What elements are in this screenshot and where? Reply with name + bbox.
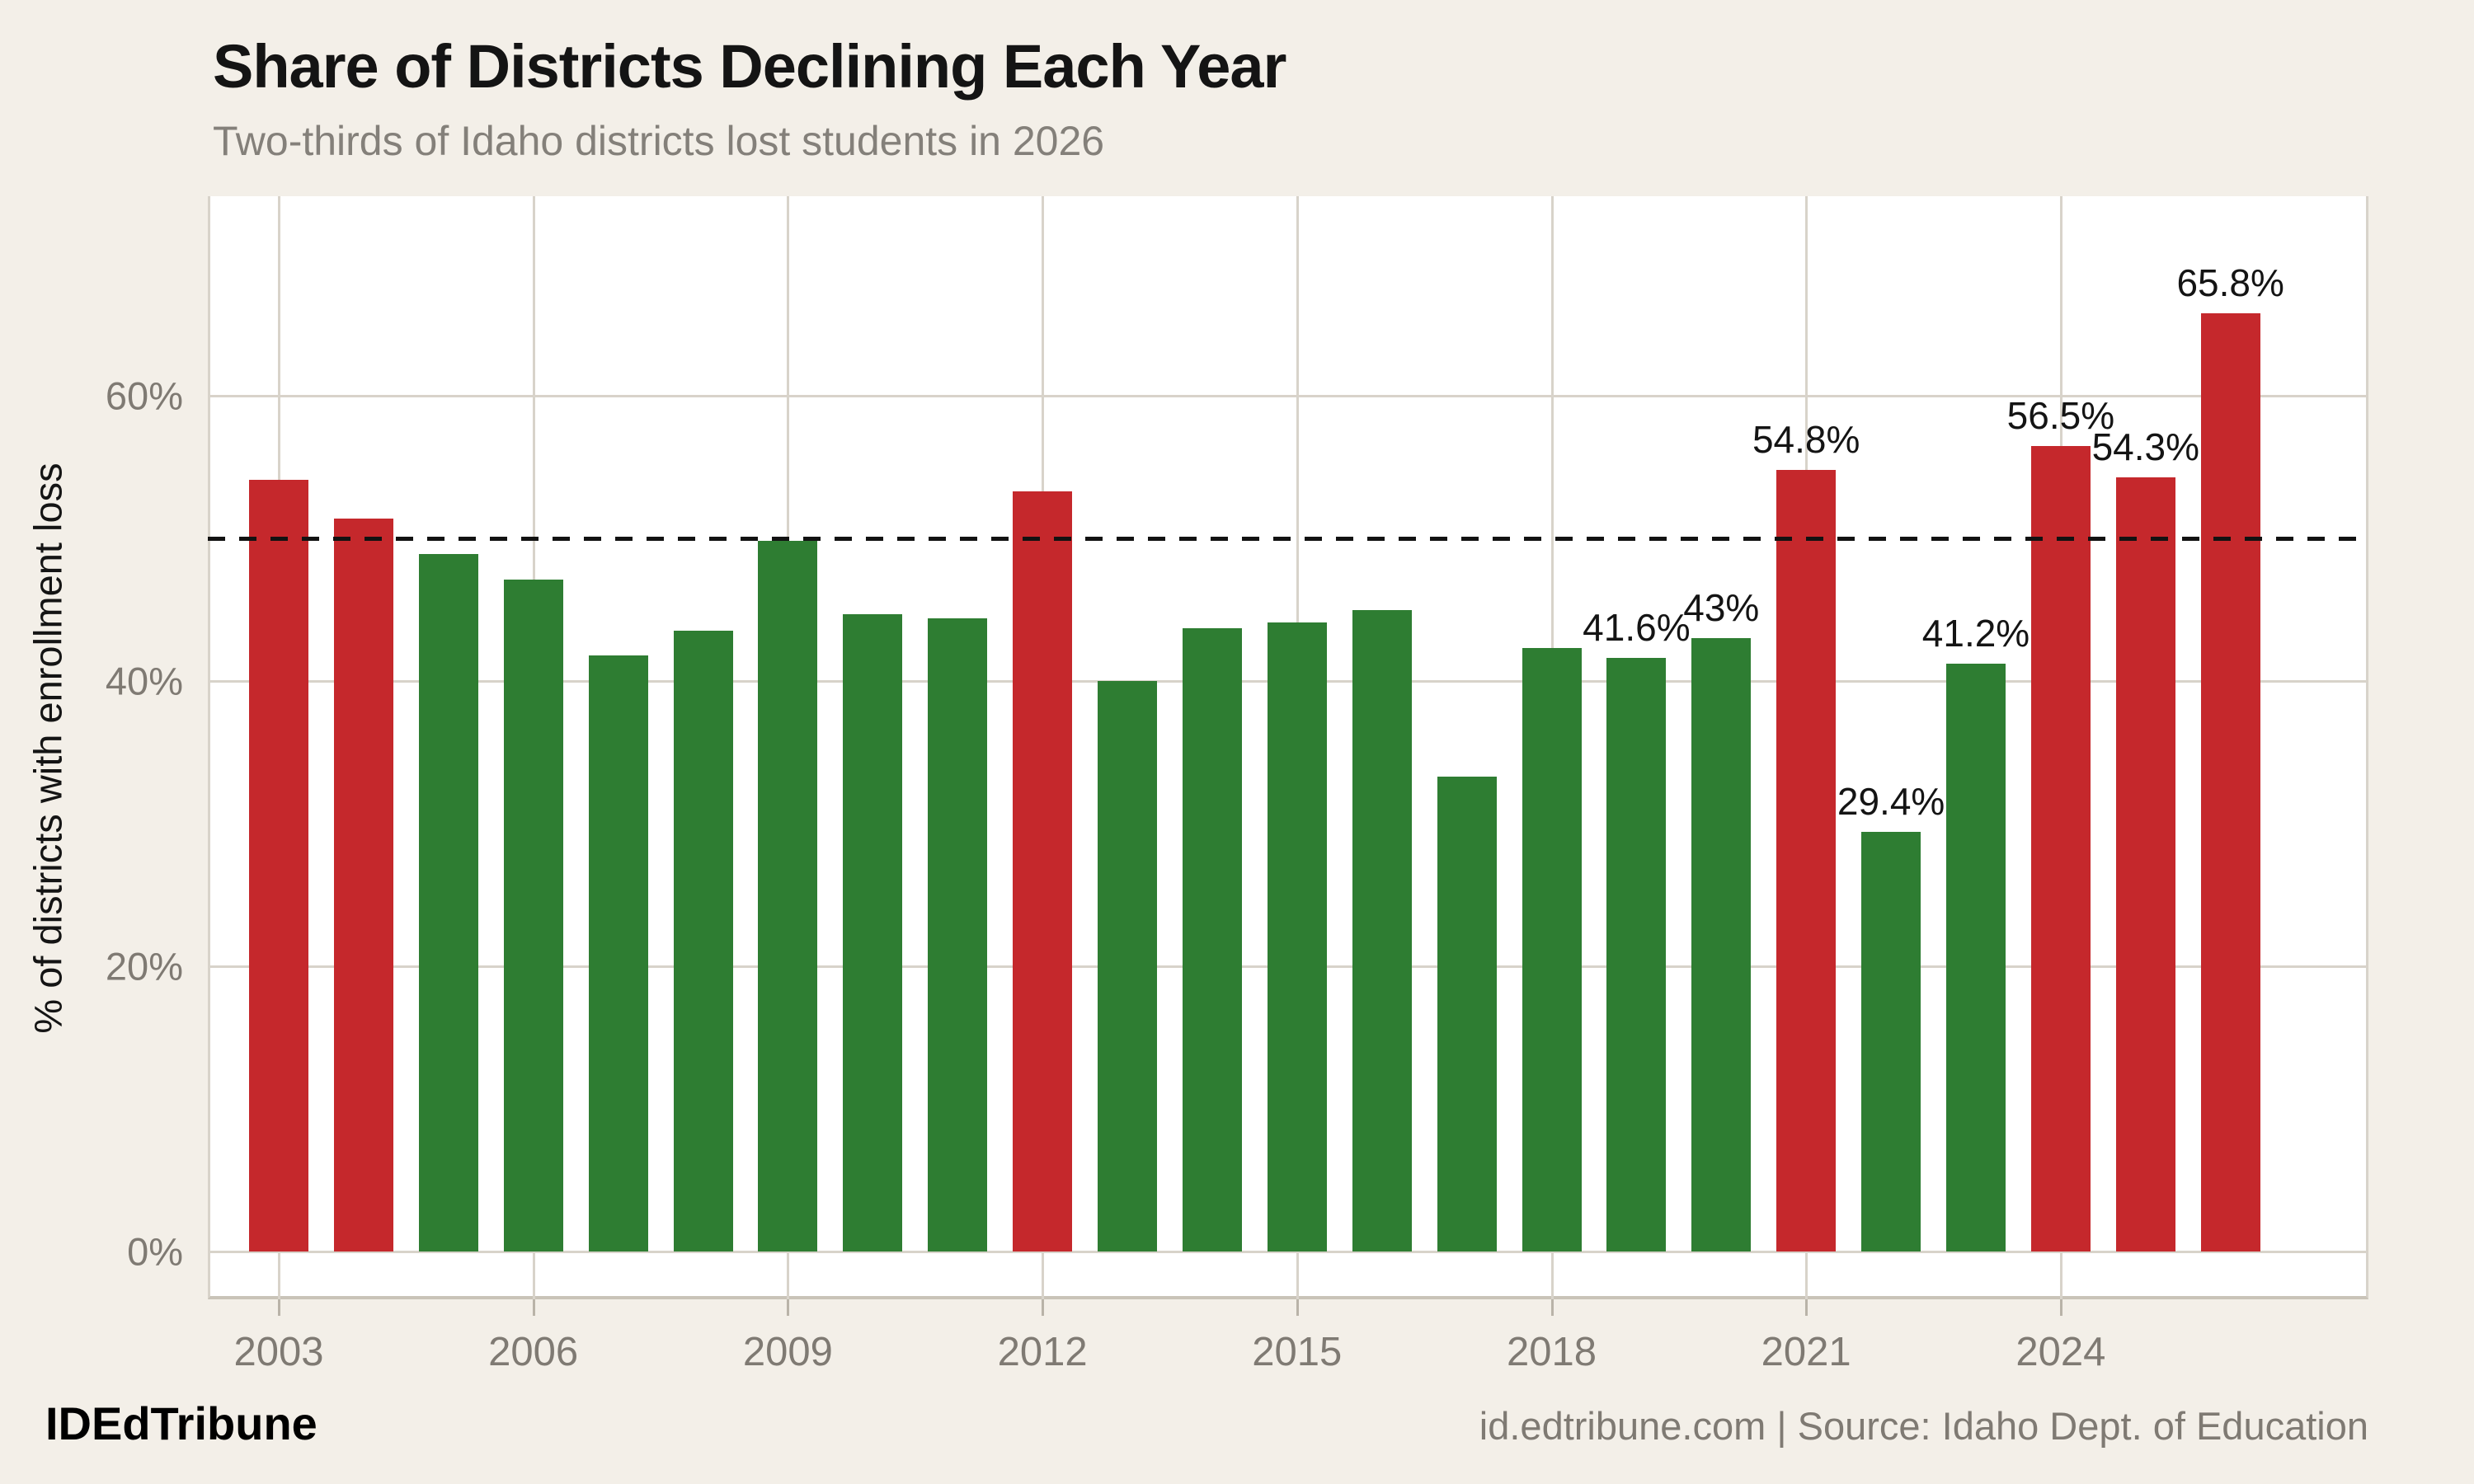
reference-line-50 [208, 537, 2368, 541]
bar-2020 [1691, 638, 1752, 1252]
y-tick-label-40: 40% [105, 659, 183, 703]
x-tick-label-2009: 2009 [742, 1330, 833, 1374]
bar-label-2019: 41.6% [1583, 606, 1691, 650]
chart-title: Share of Districts Declining Each Year [213, 32, 1286, 101]
bar-2017 [1437, 776, 1497, 1252]
x-tick-label-2024: 2024 [2015, 1330, 2106, 1374]
bar-2015 [1267, 622, 1327, 1252]
x-tick-mark-2012 [1042, 1299, 1045, 1316]
x-tick-mark-2006 [532, 1299, 535, 1316]
y-tick-label-0: 0% [127, 1229, 183, 1274]
bar-2012 [1013, 491, 1073, 1252]
bar-2023 [1946, 664, 2006, 1252]
bar-2019 [1606, 658, 1667, 1252]
bar-2005 [418, 554, 478, 1252]
chart-subtitle: Two-thirds of Idaho districts lost stude… [213, 118, 1105, 164]
x-tick-label-2003: 2003 [233, 1330, 324, 1374]
footer-attribution: id.edtribune.com | Source: Idaho Dept. o… [1479, 1404, 2368, 1448]
bar-2013 [1098, 681, 1157, 1252]
bar-2021 [1776, 469, 1837, 1252]
x-tick-mark-2015 [1296, 1299, 1299, 1316]
bar-label-2020: 43% [1683, 586, 1760, 630]
y-axis-title: % of districts with enrollment loss [26, 463, 70, 1034]
x-tick-label-2015: 2015 [1252, 1330, 1343, 1374]
bar-2018 [1522, 648, 1582, 1252]
bar-2022 [1861, 832, 1921, 1252]
bar-2010 [843, 613, 903, 1252]
x-tick-label-2018: 2018 [1506, 1330, 1597, 1374]
x-tick-label-2006: 2006 [488, 1330, 579, 1374]
x-tick-label-2012: 2012 [997, 1330, 1088, 1374]
bar-2004 [333, 518, 393, 1252]
x-tick-mark-2009 [787, 1299, 790, 1316]
bar-2024 [2030, 445, 2091, 1252]
bar-label-2022: 29.4% [1837, 780, 1945, 824]
y-tick-label-20: 20% [105, 944, 183, 989]
x-tick-mark-2021 [1805, 1299, 1808, 1316]
bar-2007 [588, 655, 648, 1252]
x-tick-mark-2018 [1550, 1299, 1554, 1316]
bar-2016 [1352, 609, 1412, 1252]
bar-label-2025: 54.3% [2091, 425, 2200, 468]
x-tick-label-2021: 2021 [1761, 1330, 1851, 1374]
x-tick-mark-2024 [2059, 1299, 2062, 1316]
bar-label-2021: 54.8% [1752, 417, 1860, 461]
bar-2003 [249, 480, 308, 1252]
x-tick-mark-2003 [278, 1299, 280, 1316]
bar-2006 [503, 580, 563, 1252]
h-gridline-60 [208, 395, 2368, 397]
bar-label-2024: 56.5% [2006, 393, 2115, 437]
footer-brand: IDEdTribune [45, 1397, 317, 1449]
bar-2025 [2115, 477, 2175, 1252]
bar-2008 [673, 631, 733, 1252]
h-gridline-0 [208, 1251, 2368, 1253]
bar-label-2023: 41.2% [1921, 612, 2030, 655]
bar-2009 [758, 541, 818, 1252]
bar-label-2026: 65.8% [2176, 261, 2284, 304]
bar-2014 [1182, 627, 1242, 1252]
y-tick-label-60: 60% [105, 373, 183, 418]
bar-2011 [928, 618, 988, 1252]
bar-2026 [2200, 312, 2260, 1252]
